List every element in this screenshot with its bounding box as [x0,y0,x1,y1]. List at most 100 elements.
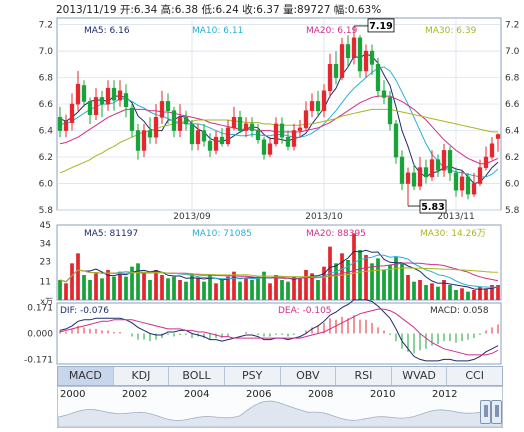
volume-bar [478,286,482,300]
volume-bar [268,283,272,300]
price-legend-ma30: MA30: 6.39 [425,26,477,36]
tab-macd[interactable]: MACD [58,367,114,385]
macd-y-tick: -0.171 [24,356,53,366]
candle-body [369,50,375,65]
candle-body [141,130,147,151]
volume-bar [490,285,494,300]
candle-body [429,159,435,178]
volume-bar [316,280,320,300]
candle-body [261,139,267,155]
volume-bar [178,280,182,300]
volume-bar [400,263,404,300]
volume-bar [472,290,476,300]
candle-body [87,101,93,115]
volume-bar [448,285,452,300]
price-legend-ma10: MA10: 6.11 [192,26,243,36]
indicator-tabs: MACD KDJ BOLL PSY OBV RSI WVAD CCI [57,366,503,386]
volume-bar [136,263,140,300]
volume-y-tick: 11 [40,278,51,288]
volume-bar [322,266,326,300]
low-label: 低: [201,4,216,16]
price-y-tick-left: 7.2 [39,21,53,31]
candle-body [207,140,213,151]
price-panel[interactable] [56,17,502,211]
volume-unit-label: x万 [40,297,53,306]
volume-bar [214,283,218,300]
candle-body [267,143,273,155]
tab-kdj[interactable]: KDJ [114,367,170,385]
tab-rsi[interactable]: RSI [336,367,392,385]
candle-body [201,130,207,142]
price-candles [57,25,501,207]
candle-body [393,123,399,158]
volume-bar [130,266,134,300]
candle-body [159,101,165,118]
volume-bar [406,275,410,300]
tab-cci[interactable]: CCI [465,369,484,382]
tab-psy[interactable]: PSY [225,367,281,385]
volume-bar [376,258,380,300]
timeline-navigator[interactable]: 2000 2002 2004 2006 2008 2010 2012 [57,386,503,428]
candle-body [381,90,387,98]
close-value: 6.37 [256,4,280,16]
price-y-tick-left: 6.4 [39,127,54,137]
volume-bar [454,290,458,300]
volume-y-tick: 45 [40,221,51,231]
tab-obv[interactable]: OBV [281,367,337,385]
volume-bar [148,280,152,300]
timeline-range-handle[interactable] [491,400,502,424]
price-y-tick-right: 6.8 [505,74,520,84]
volume-bar [358,250,362,300]
candle-body [327,64,333,92]
candle-body [183,117,189,125]
volume-bars [58,233,500,300]
volume-bar [484,288,488,300]
volume-bar [424,285,428,300]
volume-label: 量: [283,4,298,16]
open-label: 开: [119,4,134,16]
price-x-tick: 2013/09 [173,212,211,222]
volume-bar [154,270,158,300]
max-price-box [367,18,395,33]
volume-bar [442,280,446,300]
candle-body [435,159,441,171]
candle-body [63,120,69,131]
macd-panel[interactable] [56,302,502,365]
candle-body [135,130,141,151]
stock-chart[interactable]: 7.19 5.83 7.2 7.2 7.0 7.0 6.8 6.8 6.6 6.6 6.4 6.4 6… [0,0,524,366]
volume-bar [94,273,98,300]
tab-wvad[interactable]: WVAD [392,367,448,385]
quote-info-line: 2013/11/19 开:6.34 高:6.38 低:6.24 收:6.37 量… [56,2,381,17]
candle-body [459,176,465,191]
volume-bar [142,273,146,300]
price-x-tick: 2013/10 [305,212,343,222]
high-label: 高: [160,4,175,16]
candle-body [495,134,501,139]
timeline-year-label: 2008 [308,389,334,400]
timeline-year-label: 2012 [432,389,458,400]
volume-bar [58,280,62,300]
timeline-year-label: 2002 [122,389,148,400]
high-value: 6.38 [174,4,199,16]
price-y-tick-left: 6.6 [39,100,54,110]
volume-bar [172,276,176,300]
volume-legend-ma20: MA20: 88395 [306,229,366,239]
volume-bar [238,281,242,300]
macd-dea-line [59,308,499,356]
price-annotations: 7.19 5.83 [354,18,447,214]
candle-body [477,167,483,184]
candle-body [219,136,225,145]
volume-value: 89727 [297,4,331,16]
timeline-range-handle-left[interactable] [480,400,491,424]
candle-body [273,123,279,145]
candle-body [255,130,261,141]
tab-boll[interactable]: BOLL [169,367,225,385]
candle-body [165,101,171,111]
candle-body [399,156,405,184]
candle-body [309,101,315,111]
price-y-tick-left: 6.0 [39,180,54,190]
max-price-label: 7.19 [369,21,392,32]
macd-y-tick: 0.000 [27,330,53,340]
volume-bar [256,276,260,300]
candle-body [405,172,411,184]
